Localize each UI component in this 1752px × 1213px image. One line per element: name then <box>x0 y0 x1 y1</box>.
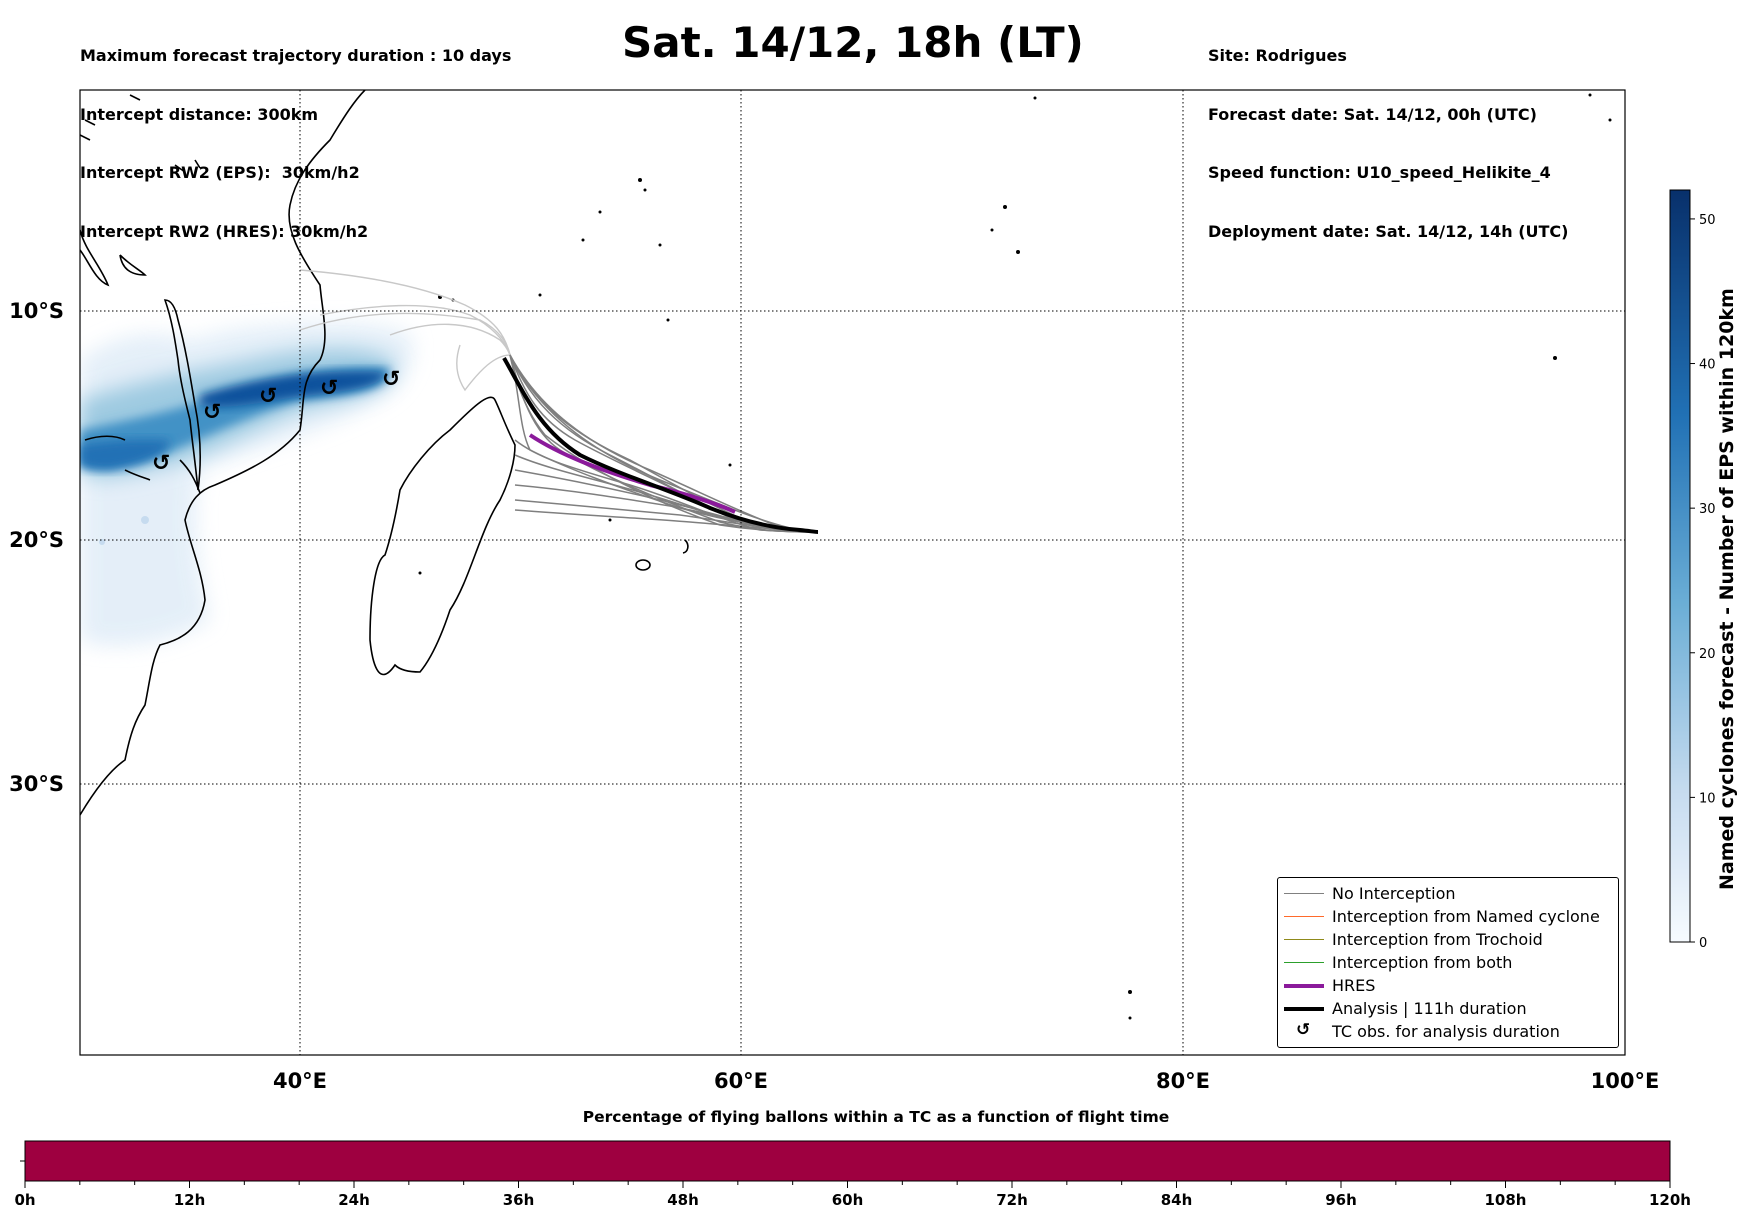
flight-time-bar-fill <box>24 1140 1671 1182</box>
tc-symbol-icon: ↺ <box>320 376 338 401</box>
tc-symbol-icon: ↺ <box>152 451 170 476</box>
map-legend: No Interception Interception from Named … <box>1277 877 1619 1048</box>
legend-swatch <box>1284 916 1324 917</box>
lon-tick-label: 40°E <box>273 1069 327 1093</box>
legend-item: Interception from both <box>1278 952 1618 974</box>
param-intercept-hres: Intercept RW2 (HRES): 30km/h2 <box>80 221 369 241</box>
legend-label: HRES <box>1332 976 1376 995</box>
legend-item: Analysis | 111h duration <box>1278 998 1618 1020</box>
site-info: Site: Rodrigues Forecast date: Sat. 14/1… <box>1208 7 1568 261</box>
legend-label: Analysis | 111h duration <box>1332 999 1527 1018</box>
tc-symbol-icon: ↺ <box>1296 1020 1311 1040</box>
colorbar-tick-label: 30 <box>1699 502 1716 517</box>
tc-symbol-icon: ↺ <box>203 400 221 425</box>
bar-tick-label: 84h <box>1161 1191 1193 1209</box>
legend-item: Interception from Trochoid <box>1278 929 1618 951</box>
legend-item: ↺ TC obs. for analysis duration <box>1278 1020 1618 1043</box>
bar-tick-label: 60h <box>832 1191 864 1209</box>
bar-tick-label: 36h <box>503 1191 535 1209</box>
bar-tick-label: 24h <box>338 1191 370 1209</box>
lon-tick-label: 60°E <box>714 1069 768 1093</box>
map-frame <box>79 89 1626 1056</box>
flight-time-bar-title: Percentage of flying ballons within a TC… <box>582 1108 1170 1126</box>
tc-observation-symbols: ↺ ↺ ↺ ↺ ↺ <box>152 367 400 476</box>
colorbar-tick-label: 50 <box>1699 213 1716 228</box>
tc-symbol-icon: ↺ <box>259 384 277 409</box>
bar-tick-label: 0h <box>14 1191 35 1209</box>
bar-tick-label: 108h <box>1485 1191 1527 1209</box>
site-name: Site: Rodrigues <box>1208 46 1347 65</box>
coastlines <box>80 90 689 816</box>
legend-swatch <box>1284 1007 1324 1011</box>
colorbar-tick-label: 0 <box>1699 936 1707 951</box>
legend-swatch <box>1284 962 1324 963</box>
bar-tick-label: 72h <box>996 1191 1028 1209</box>
bar-tick-label: 48h <box>667 1191 699 1209</box>
cyclone-density-field <box>80 322 413 646</box>
lat-tick-label: 20°S <box>9 528 64 552</box>
page-title: Sat. 14/12, 18h (LT) <box>622 18 1084 67</box>
colorbar-tick-label: 40 <box>1699 358 1716 373</box>
colorbar-label: Named cyclones forecast - Number of EPS … <box>1716 288 1738 890</box>
colorbar-gradient <box>1669 189 1691 943</box>
legend-label: Interception from Trochoid <box>1332 930 1543 949</box>
colorbar-tick-label: 10 <box>1699 791 1716 806</box>
colorbar-tick-label: 20 <box>1699 647 1716 662</box>
lat-tick-label: 30°S <box>9 772 64 796</box>
map-gridlines <box>80 90 1625 1055</box>
flight-time-bar: 0h 12h 24h 36h 48h 60h 72h 84h 96h 108h 120h <box>14 1140 1691 1209</box>
lon-tick-label: 80°E <box>1156 1069 1210 1093</box>
legend-swatch <box>1284 939 1324 940</box>
legend-item: Interception from Named cyclone <box>1278 906 1618 928</box>
forecast-date: Forecast date: Sat. 14/12, 00h (UTC) <box>1208 104 1537 124</box>
legend-swatch <box>1284 984 1324 988</box>
speed-function: Speed function: U10_speed_Helikite_4 <box>1208 163 1551 182</box>
legend-item: HRES <box>1278 975 1618 997</box>
lon-tick-label: 100°E <box>1591 1069 1660 1093</box>
bar-tick-label: 12h <box>174 1191 206 1209</box>
legend-label: No Interception <box>1332 884 1456 903</box>
legend-label: TC obs. for analysis duration <box>1332 1022 1560 1041</box>
deployment-date: Deployment date: Sat. 14/12, 14h (UTC) <box>1208 221 1569 241</box>
legend-item: No Interception <box>1278 883 1618 905</box>
legend-label: Interception from both <box>1332 953 1513 972</box>
param-intercept-distance: Intercept distance: 300km <box>80 104 319 124</box>
lat-tick-label: 10°S <box>9 299 64 323</box>
legend-swatch <box>1284 893 1324 894</box>
tc-symbol-icon: ↺ <box>382 367 400 392</box>
colorbar: 0 10 20 30 40 50 <box>1669 189 1716 951</box>
trajectory-lines <box>299 269 819 534</box>
param-duration: Maximum forecast trajectory duration : 1… <box>80 46 512 65</box>
legend-label: Interception from Named cyclone <box>1332 907 1600 926</box>
bar-tick-label: 120h <box>1649 1191 1691 1209</box>
bar-tick-label: 96h <box>1325 1191 1357 1209</box>
